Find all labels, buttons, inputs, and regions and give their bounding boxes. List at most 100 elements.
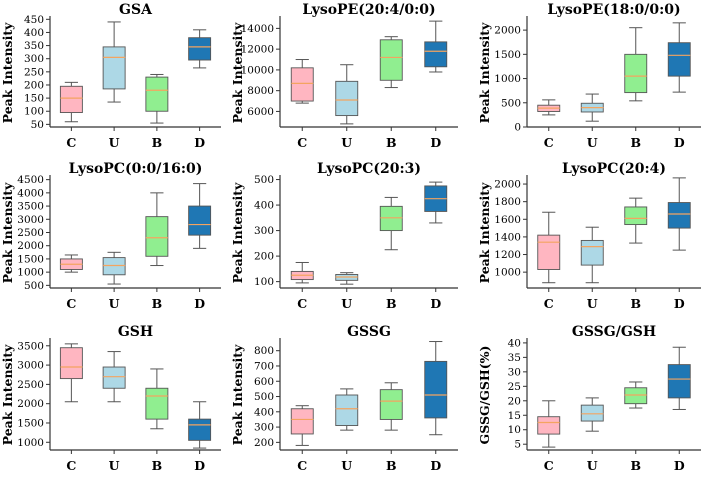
y-tick-label: 14000 bbox=[241, 23, 274, 35]
y-tick-label: 700 bbox=[254, 360, 274, 372]
box-C bbox=[290, 261, 314, 284]
chart-panel-7: GSH Peak Intensity 1000 1500 2000 2500 3000 350… bbox=[0, 324, 221, 473]
iqr-box bbox=[537, 416, 561, 435]
iqr-box bbox=[424, 360, 448, 419]
chart-title: GSSG bbox=[347, 324, 391, 340]
iqr-box bbox=[624, 387, 648, 405]
x-tick-label: U bbox=[587, 135, 598, 150]
x-tick-label: C bbox=[544, 458, 554, 473]
iqr-box bbox=[379, 205, 403, 232]
x-tick-label: C bbox=[66, 296, 76, 311]
x-tick-label: C bbox=[544, 296, 554, 311]
y-tick-label: 1800 bbox=[494, 196, 521, 208]
box-C bbox=[290, 59, 314, 104]
box-B bbox=[379, 196, 403, 251]
box-C bbox=[59, 254, 83, 273]
box-D bbox=[188, 401, 212, 449]
iqr-box bbox=[667, 42, 691, 77]
x-tick-label: U bbox=[109, 296, 120, 311]
iqr-box bbox=[290, 408, 314, 435]
x-tick-label: U bbox=[341, 296, 352, 311]
y-axis-label: Peak Intensity bbox=[230, 344, 245, 445]
x-tick-label: U bbox=[341, 458, 352, 473]
y-tick-label: 250 bbox=[24, 66, 44, 78]
iqr-box bbox=[624, 206, 648, 226]
iqr-box bbox=[102, 46, 126, 90]
y-tick-label: 20 bbox=[508, 395, 521, 407]
y-tick-label: 1500 bbox=[17, 253, 44, 265]
y-tick-label: 2000 bbox=[17, 240, 44, 252]
box-B bbox=[145, 73, 169, 124]
box-D bbox=[667, 177, 691, 251]
x-tick-label: D bbox=[194, 458, 205, 473]
y-tick-label: 500 bbox=[501, 97, 521, 109]
chart-panel-2: LysoPE(20:4/0:0) Peak Intensity 6000 8000 10… bbox=[230, 2, 458, 150]
chart-title: LysoPC(20:3) bbox=[317, 161, 421, 177]
y-tick-label: 200 bbox=[24, 79, 44, 91]
iqr-box bbox=[580, 239, 604, 266]
box-B bbox=[379, 36, 403, 89]
y-tick-label: 350 bbox=[24, 40, 44, 52]
y-axis-label: Peak Intensity bbox=[477, 182, 492, 283]
y-tick-label: 2000 bbox=[17, 398, 44, 410]
chart-panel-6: LysoPC(20:4) Peak Intensity 1000 1200 1400 16… bbox=[477, 161, 701, 311]
box-C bbox=[537, 400, 561, 448]
x-tick-label: D bbox=[674, 296, 685, 311]
iqr-box bbox=[379, 389, 403, 420]
y-tick-label: 1000 bbox=[494, 73, 521, 85]
box-U bbox=[102, 21, 126, 103]
iqr-box bbox=[335, 394, 359, 427]
y-tick-label: 400 bbox=[254, 200, 274, 212]
chart-panel-3: LysoPE(18:0/0:0) Peak Intensity 0 500 1000 15… bbox=[477, 2, 701, 150]
y-tick-label: 800 bbox=[254, 345, 274, 357]
y-tick-label: 3000 bbox=[17, 214, 44, 226]
box-B bbox=[145, 192, 169, 267]
box-C bbox=[59, 343, 83, 403]
chart-title: LysoPC(20:4) bbox=[562, 161, 666, 177]
y-tick-label: 1500 bbox=[17, 417, 44, 429]
y-axis-label: Peak Intensity bbox=[477, 22, 492, 123]
y-tick-label: 1000 bbox=[494, 267, 521, 279]
y-tick-label: 3500 bbox=[17, 340, 44, 352]
chart-panel-8: GSSG Peak Intensity 200 300 400 500 600 700 800 C… bbox=[230, 324, 458, 473]
y-tick-label: 1500 bbox=[494, 49, 521, 61]
y-tick-label: 450 bbox=[24, 14, 44, 26]
y-tick-label: 2000 bbox=[494, 179, 521, 191]
chart-title: GSH bbox=[118, 324, 153, 340]
y-tick-label: 600 bbox=[254, 376, 274, 388]
x-tick-label: B bbox=[386, 458, 397, 473]
iqr-box bbox=[145, 76, 169, 112]
x-tick-label: U bbox=[341, 135, 352, 150]
y-tick-label: 400 bbox=[24, 27, 44, 39]
y-tick-label: 2500 bbox=[17, 227, 44, 239]
box-D bbox=[188, 183, 212, 249]
box-U bbox=[580, 226, 604, 284]
y-tick-label: 0 bbox=[514, 122, 521, 134]
x-tick-label: B bbox=[152, 296, 163, 311]
y-axis-label: Peak Intensity bbox=[230, 182, 245, 283]
y-tick-label: 300 bbox=[254, 422, 274, 434]
y-tick-label: 150 bbox=[24, 93, 44, 105]
iqr-box bbox=[188, 205, 212, 236]
y-tick-label: 2000 bbox=[494, 25, 521, 37]
x-tick-label: C bbox=[66, 458, 76, 473]
y-tick-label: 4000 bbox=[17, 187, 44, 199]
y-tick-label: 3500 bbox=[17, 201, 44, 213]
y-tick-label: 1600 bbox=[494, 214, 521, 226]
box-B bbox=[624, 27, 648, 102]
iqr-box bbox=[59, 85, 83, 114]
x-tick-label: D bbox=[430, 135, 441, 150]
x-tick-label: B bbox=[630, 135, 641, 150]
y-tick-label: 100 bbox=[254, 276, 274, 288]
iqr-box bbox=[537, 234, 561, 270]
y-tick-label: 300 bbox=[24, 53, 44, 65]
box-B bbox=[624, 381, 648, 409]
iqr-box bbox=[379, 39, 403, 81]
y-tick-label: 40 bbox=[508, 337, 521, 349]
x-tick-label: B bbox=[152, 458, 163, 473]
iqr-box bbox=[667, 364, 691, 399]
box-B bbox=[145, 368, 169, 430]
y-tick-label: 100 bbox=[24, 106, 44, 118]
